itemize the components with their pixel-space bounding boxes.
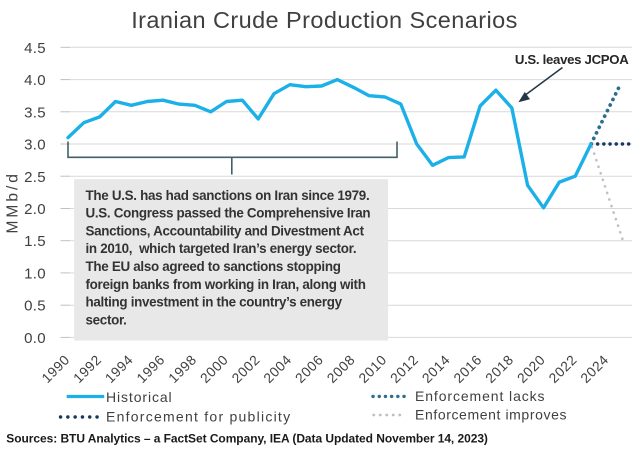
svg-text:1998: 1998 — [166, 352, 200, 386]
svg-text:2024: 2024 — [578, 352, 612, 386]
svg-text:halting investment in the coun: halting investment in the country’s ener… — [86, 295, 343, 310]
svg-text:1.5: 1.5 — [24, 233, 46, 250]
svg-text:2014: 2014 — [419, 352, 453, 386]
svg-text:foreign banks from working in: foreign banks from working in Iran, alon… — [86, 277, 366, 292]
svg-text:3.0: 3.0 — [24, 137, 46, 154]
svg-text:U.S. leaves JCPOA: U.S. leaves JCPOA — [515, 52, 629, 67]
svg-text:sector.: sector. — [86, 312, 127, 327]
svg-text:Enforcement improves: Enforcement improves — [415, 407, 567, 423]
svg-text:2022: 2022 — [546, 352, 580, 386]
svg-text:2.0: 2.0 — [24, 201, 46, 218]
svg-text:1996: 1996 — [134, 352, 168, 386]
svg-text:2004: 2004 — [261, 352, 295, 386]
svg-text:2008: 2008 — [324, 352, 358, 386]
svg-text:4.0: 4.0 — [24, 72, 46, 89]
svg-text:The EU also agreed to sanction: The EU also agreed to sanctions stopping — [86, 259, 341, 274]
svg-text:2.5: 2.5 — [24, 169, 46, 186]
svg-text:2016: 2016 — [451, 352, 485, 386]
svg-text:2010: 2010 — [356, 352, 390, 386]
svg-text:The U.S. has had sanctions on: The U.S. has had sanctions on Iran since… — [86, 188, 370, 203]
svg-text:Sources: BTU Analytics – a Fac: Sources: BTU Analytics – a FactSet Compa… — [6, 432, 488, 446]
svg-text:2020: 2020 — [514, 352, 548, 386]
svg-text:2002: 2002 — [229, 352, 263, 386]
svg-text:2012: 2012 — [388, 352, 422, 386]
svg-text:2018: 2018 — [483, 352, 517, 386]
svg-text:in 2010, which targeted Iran’: in 2010, which targeted Iran’s energy se… — [86, 241, 357, 256]
svg-text:Enforcement for publicity: Enforcement for publicity — [106, 408, 291, 424]
svg-text:1992: 1992 — [71, 352, 105, 386]
svg-text:2000: 2000 — [197, 352, 231, 386]
svg-text:Historical: Historical — [106, 389, 173, 405]
svg-text:3.5: 3.5 — [24, 104, 46, 121]
svg-text:Sanctions, Accountability and: Sanctions, Accountability and Divestment… — [86, 223, 365, 238]
svg-text:4.5: 4.5 — [24, 40, 46, 57]
svg-text:1.0: 1.0 — [24, 265, 46, 282]
svg-text:1994: 1994 — [102, 352, 136, 386]
svg-text:MMb/d: MMb/d — [4, 171, 21, 233]
svg-text:0.0: 0.0 — [24, 330, 46, 347]
svg-text:1990: 1990 — [39, 352, 73, 386]
svg-text:Enforcement lacks: Enforcement lacks — [415, 388, 545, 404]
svg-text:2006: 2006 — [292, 352, 326, 386]
svg-text:U.S. Congress passed the Compr: U.S. Congress passed the Comprehensive I… — [86, 206, 371, 221]
svg-text:Iranian Crude Production Scena: Iranian Crude Production Scenarios — [131, 7, 518, 33]
svg-text:0.5: 0.5 — [24, 298, 46, 315]
